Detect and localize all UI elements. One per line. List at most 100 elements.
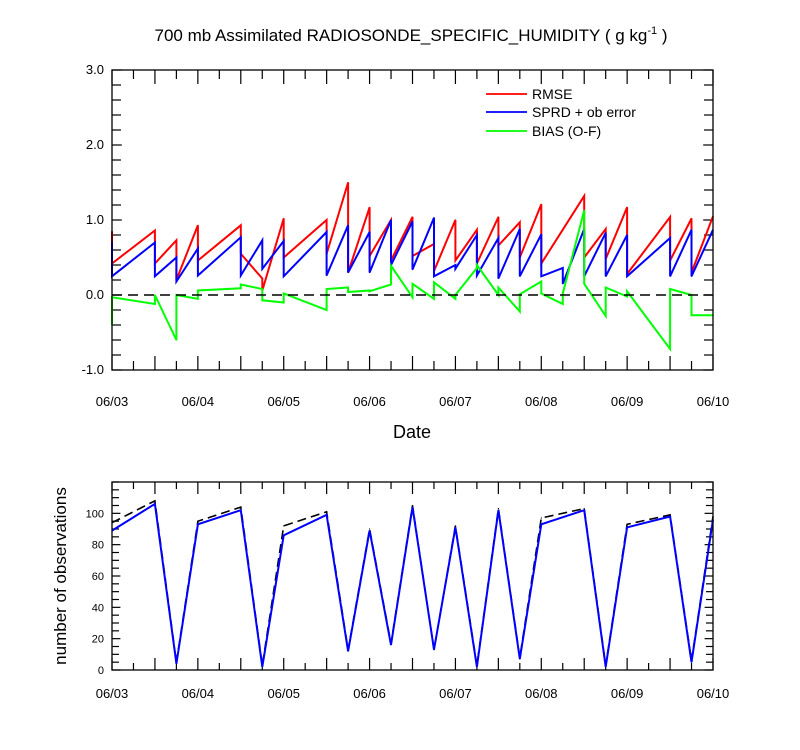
data-point [411, 220, 414, 223]
data-point [240, 274, 242, 277]
legend: RMSE SPRD + ob error BIAS (O-F) [486, 86, 636, 139]
data-point [261, 288, 263, 290]
data-point [369, 528, 371, 530]
data-point [669, 216, 671, 218]
data-point [154, 229, 156, 232]
data-point [540, 292, 542, 295]
x-tick-label: 06/08 [525, 394, 558, 409]
data-point [283, 292, 285, 295]
data-point [540, 203, 542, 205]
data-point [540, 275, 542, 277]
x-tick-label: 06/07 [439, 686, 472, 701]
data-point [347, 291, 349, 293]
data-point [154, 303, 156, 305]
data-point [283, 534, 285, 536]
series-line-sprd-ob-error [111, 217, 714, 285]
data-point [326, 288, 328, 290]
data-point [261, 239, 263, 241]
data-point [347, 181, 349, 184]
data-point [454, 219, 456, 221]
data-point [605, 228, 607, 230]
top-x-axis-title: Date [393, 422, 431, 442]
data-point [583, 209, 585, 211]
data-point [562, 283, 564, 285]
bottom-y-axis-title: number of observations [51, 487, 70, 665]
data-point [519, 228, 521, 230]
y-tick-label: 60 [92, 571, 104, 583]
data-point [540, 523, 542, 525]
x-tick-label: 06/06 [353, 394, 386, 409]
data-point [240, 506, 242, 508]
data-point [433, 649, 435, 651]
chart-title: 700 mb Assimilated RADIOSONDE_SPECIFIC_H… [154, 25, 667, 45]
data-point [690, 229, 693, 231]
y-tick-label: 1.0 [86, 212, 104, 227]
y-tick-label: 0.0 [86, 287, 104, 302]
data-point [197, 274, 199, 277]
data-point [540, 280, 542, 283]
data-point [540, 233, 542, 235]
y-tick-label: 80 [92, 540, 104, 552]
legend-label-sprd: SPRD + ob error [532, 104, 636, 120]
data-point [369, 231, 371, 233]
data-point [197, 247, 199, 250]
data-point [626, 295, 628, 298]
data-point [454, 268, 456, 270]
data-point [390, 644, 392, 646]
data-point [347, 224, 349, 226]
top-axis-ticks [111, 69, 714, 371]
data-point [197, 298, 199, 300]
data-point [240, 283, 242, 286]
data-point [669, 515, 671, 518]
data-point [433, 275, 435, 277]
data-point [690, 275, 693, 277]
x-tick-label: 06/10 [697, 686, 730, 701]
x-tick-label: 06/06 [353, 686, 386, 701]
top-panel: -1.00.01.02.03.0 06/03 06/04 06/05 06/06 06/… [82, 62, 730, 442]
data-point [433, 281, 435, 283]
data-point [454, 526, 456, 529]
x-tick-label: 06/09 [611, 686, 644, 701]
x-tick-label: 06/04 [182, 686, 215, 701]
data-point [240, 287, 242, 289]
data-point [326, 514, 328, 516]
data-point [519, 275, 521, 277]
data-point [433, 298, 435, 300]
data-point [583, 509, 585, 511]
data-point [476, 274, 478, 277]
x-tick-label: 06/05 [267, 686, 300, 701]
data-point [454, 298, 456, 300]
data-point [390, 283, 392, 286]
data-point [626, 290, 628, 292]
data-point [261, 666, 263, 668]
data-point [197, 224, 199, 226]
data-point [519, 658, 521, 660]
data-point [583, 195, 585, 197]
data-point [240, 509, 242, 511]
bottom-axis-ticks [111, 481, 714, 671]
data-point [605, 666, 607, 668]
x-tick-label: 06/05 [267, 394, 300, 409]
data-point [626, 275, 628, 277]
bottom-series [111, 499, 714, 668]
data-point [411, 506, 414, 508]
data-point [605, 275, 607, 277]
data-point [497, 237, 499, 239]
data-point [369, 206, 371, 208]
y-tick-label: 0 [98, 665, 104, 677]
top-x-tick-labels: 06/03 06/04 06/05 06/06 06/07 06/08 06/09 06/10 [96, 394, 730, 409]
data-point [369, 530, 371, 532]
data-point [476, 267, 478, 269]
data-point [519, 310, 521, 313]
data-point [175, 239, 177, 241]
x-tick-label: 06/07 [439, 394, 472, 409]
legend-label-rmse: RMSE [532, 86, 572, 102]
y-tick-label: 3.0 [86, 62, 104, 77]
data-point [197, 289, 199, 292]
series-line-total-observations [111, 499, 714, 666]
data-point [369, 271, 371, 274]
legend-label-bias: BIAS (O-F) [532, 123, 601, 139]
data-point [476, 666, 478, 668]
data-point [175, 663, 177, 665]
data-point [347, 286, 349, 289]
